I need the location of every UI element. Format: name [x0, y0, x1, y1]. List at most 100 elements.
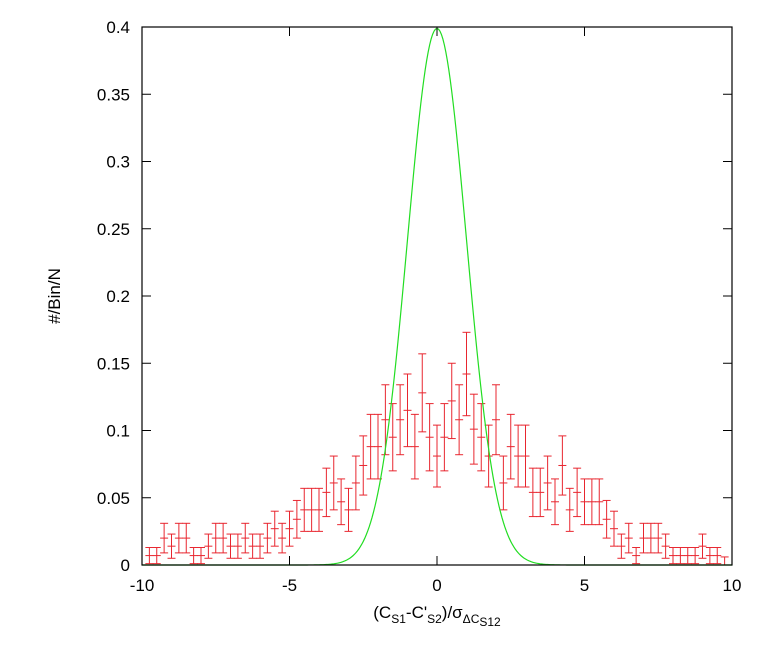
data-point [300, 487, 309, 532]
data-point [359, 435, 368, 496]
data-point [285, 510, 294, 547]
data-point [639, 522, 648, 554]
data-point [595, 478, 604, 526]
data-point [632, 547, 641, 565]
x-axis-label: (CS1-C'S2)/σΔCS12 [373, 603, 501, 629]
data-point [705, 547, 714, 565]
data-point [256, 533, 264, 559]
x-axis-label-part: S12 [479, 615, 501, 629]
x-axis-label-part: ΔC [463, 612, 480, 626]
data-point [447, 362, 456, 440]
data-point [669, 547, 677, 565]
data-point [160, 522, 169, 554]
y-tick-label: 0.25 [97, 220, 130, 239]
data-point [521, 424, 530, 488]
data-point [558, 435, 567, 496]
data-point [624, 522, 633, 554]
axes: -10 -5 0 5 10 0 0.05 0.1 0.15 0.2 0.25 0.3 0.35 0.4 [97, 18, 742, 595]
data-point [388, 403, 397, 472]
data-point [381, 384, 390, 456]
data-point [602, 499, 611, 539]
data-point [351, 455, 360, 511]
data-point [492, 384, 500, 456]
data-point [713, 547, 722, 565]
data-point [565, 487, 574, 532]
data-point [241, 522, 250, 554]
data-point [617, 533, 626, 559]
data-point [484, 424, 493, 488]
x-axis-label-part: (C [373, 603, 391, 622]
data-point [433, 424, 441, 488]
data-point [654, 522, 663, 554]
data-point [226, 533, 235, 559]
x-tick-label: 5 [580, 576, 589, 595]
y-tick-label: 0.35 [97, 85, 130, 104]
data-point [410, 413, 419, 480]
data-point [315, 487, 323, 532]
y-axis-label: #/Bin/N [45, 268, 64, 324]
y-tick-label: 0.1 [106, 422, 130, 441]
data-point [610, 510, 618, 547]
data-point [676, 547, 685, 565]
x-axis-label-part: S1 [391, 612, 406, 626]
data-point [440, 403, 449, 472]
data-point [337, 478, 346, 526]
y-tick-label: 0 [121, 556, 130, 575]
data-point [499, 455, 508, 511]
data-point [551, 478, 559, 526]
y-tick-label: 0.05 [97, 489, 130, 508]
data-point [691, 547, 700, 565]
data-point [174, 522, 183, 554]
data-point [366, 413, 375, 480]
data-point [536, 467, 545, 518]
data-point [396, 384, 405, 456]
data-point [263, 522, 272, 554]
data-point [528, 467, 537, 518]
x-axis-label-part: -C' [406, 603, 427, 622]
data-point [344, 487, 353, 532]
data-point [322, 467, 331, 518]
data-point [374, 413, 382, 480]
data-point [278, 522, 287, 554]
data-point [152, 547, 161, 565]
y-tick-label: 0.3 [106, 153, 130, 172]
data-point [145, 547, 154, 565]
data-point [167, 533, 176, 559]
x-axis-label-part: )/σ [442, 603, 463, 622]
data-point [469, 393, 478, 465]
data-point [462, 331, 471, 417]
data-point [403, 373, 412, 448]
data-point [683, 547, 692, 565]
x-axis-label-part: S2 [427, 612, 442, 626]
data-point [587, 478, 596, 526]
data-point [182, 522, 191, 554]
data-point [573, 467, 582, 518]
data-point [204, 533, 213, 559]
data-point [580, 478, 589, 526]
data-point [514, 424, 523, 488]
y-tick-label: 0.15 [97, 354, 130, 373]
data-point [219, 522, 228, 554]
data-point [197, 547, 205, 565]
data-point [720, 556, 729, 566]
data-point [307, 487, 316, 532]
data-markers [145, 331, 729, 566]
y-tick-label: 0.2 [106, 287, 130, 306]
data-point [455, 384, 464, 456]
data-point [248, 533, 257, 559]
x-tick-label: 0 [432, 576, 441, 595]
data-point [698, 533, 707, 559]
data-point [329, 455, 338, 511]
data-point [211, 522, 220, 554]
x-tick-label: -10 [130, 576, 155, 595]
x-tick-label: 10 [723, 576, 742, 595]
data-point [543, 455, 552, 511]
x-tick-label: -5 [282, 576, 297, 595]
data-point [425, 403, 434, 472]
data-point [646, 522, 655, 554]
data-point [506, 413, 515, 480]
y-tick-label: 0.4 [106, 18, 130, 37]
data-point [270, 510, 279, 547]
data-point [477, 403, 486, 472]
